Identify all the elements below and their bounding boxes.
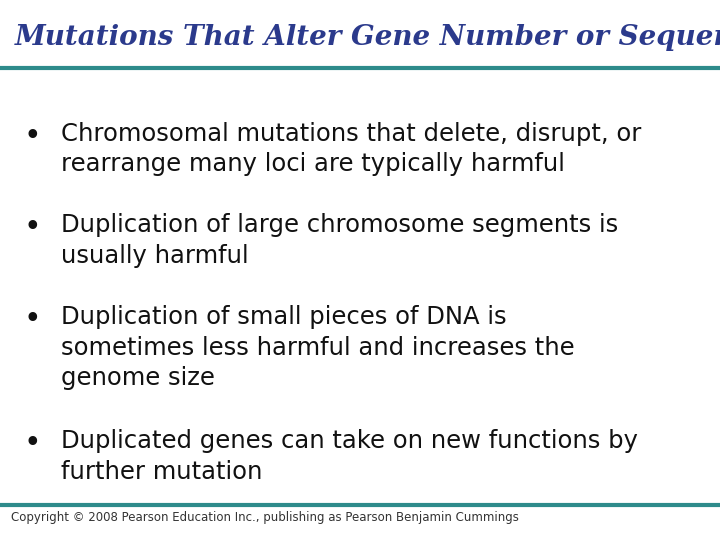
Text: Chromosomal mutations that delete, disrupt, or
rearrange many loci are typically: Chromosomal mutations that delete, disru… <box>61 122 642 176</box>
Text: •: • <box>24 305 41 334</box>
Text: Duplication of large chromosome segments is
usually harmful: Duplication of large chromosome segments… <box>61 213 618 268</box>
Text: •: • <box>24 429 41 458</box>
Text: •: • <box>24 213 41 242</box>
Text: Duplication of small pieces of DNA is
sometimes less harmful and increases the
g: Duplication of small pieces of DNA is so… <box>61 305 575 390</box>
Text: •: • <box>24 122 41 151</box>
Text: Duplicated genes can take on new functions by
further mutation: Duplicated genes can take on new functio… <box>61 429 638 484</box>
Text: Mutations That Alter Gene Number or Sequence: Mutations That Alter Gene Number or Sequ… <box>14 24 720 51</box>
Text: Copyright © 2008 Pearson Education Inc., publishing as Pearson Benjamin Cummings: Copyright © 2008 Pearson Education Inc.,… <box>11 511 518 524</box>
